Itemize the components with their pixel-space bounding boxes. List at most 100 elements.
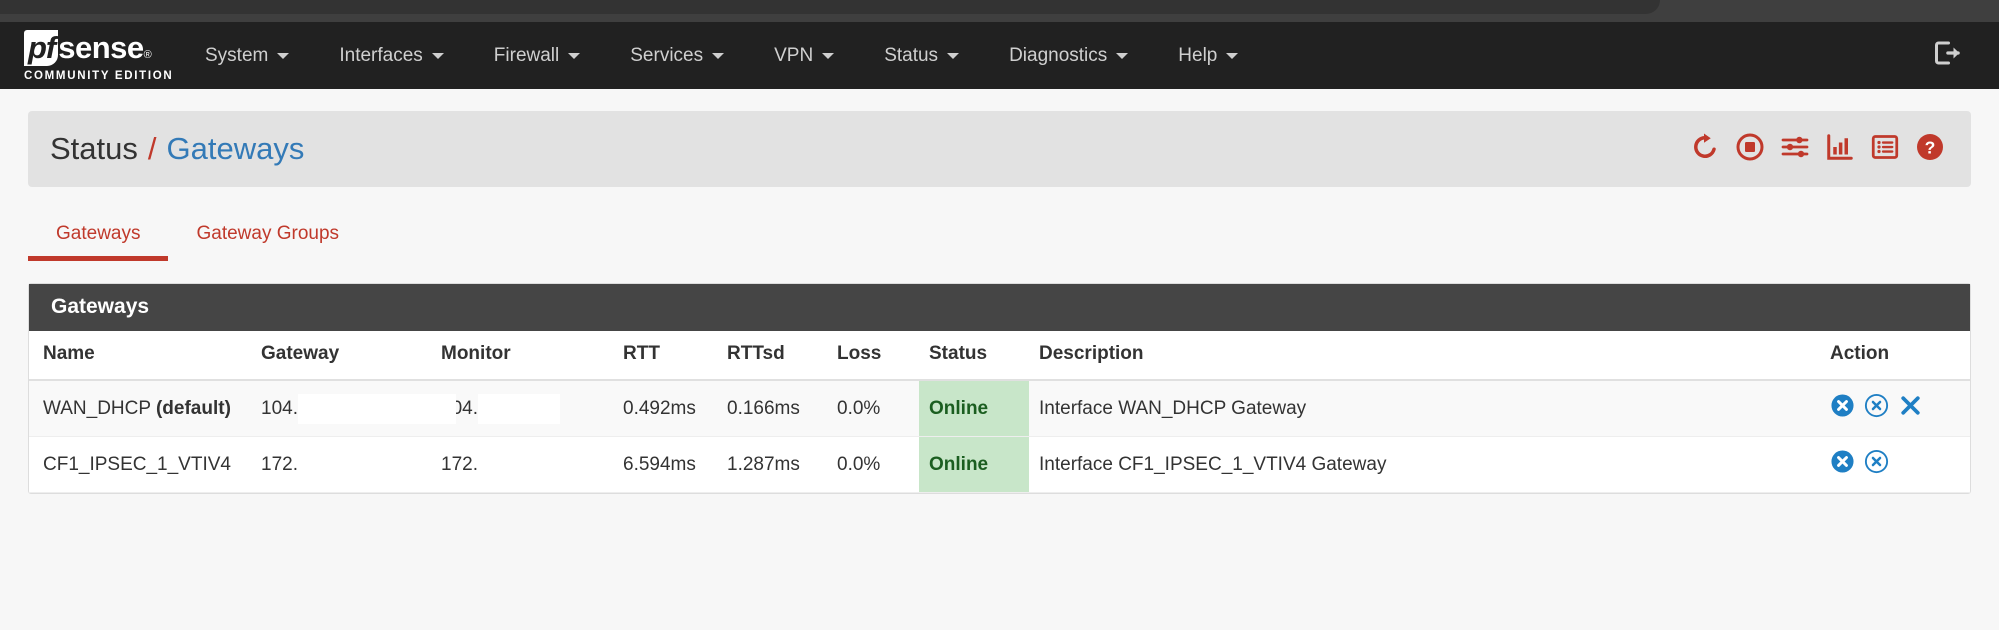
tab-label: Gateway Groups	[196, 223, 340, 244]
stop-icon[interactable]	[1735, 132, 1765, 167]
x-icon[interactable]	[1898, 393, 1923, 424]
browser-top-strip	[0, 0, 1999, 22]
cell-monitor: 172.	[431, 436, 613, 493]
nav-item-interfaces[interactable]: Interfaces	[314, 22, 468, 89]
nav-item-vpn[interactable]: VPN	[749, 22, 859, 89]
pfsense-wordmark: pf sense ®	[24, 29, 152, 66]
column-header-monitor: Monitor	[431, 331, 613, 381]
cell-rtt: 6.594ms	[613, 436, 717, 493]
redaction-box	[477, 449, 486, 480]
pfsense-logo[interactable]: pf sense ® COMMUNITY EDITION	[0, 29, 180, 82]
logo-sense-text: sense	[58, 29, 144, 65]
breadcrumb-current[interactable]: Gateways	[166, 131, 305, 166]
cell-rttsd: 0.166ms	[717, 380, 827, 437]
gateway-ip: 104.	[261, 397, 298, 419]
cell-description: Interface CF1_IPSEC_1_VTIV4 Gateway	[1029, 436, 1820, 493]
gateways-table: Name Gateway Monitor RTT RTTsd Loss Stat…	[29, 331, 1970, 493]
gateway-ip: 172.	[261, 453, 298, 475]
navbar-menu: System Interfaces Firewall Services VPN …	[180, 22, 1931, 89]
nav-item-diagnostics[interactable]: Diagnostics	[984, 22, 1153, 89]
list-icon[interactable]	[1870, 132, 1900, 167]
nav-item-label: VPN	[774, 44, 814, 66]
column-header-loss: Loss	[827, 331, 919, 381]
help-circle-icon[interactable]: ?	[1915, 132, 1945, 167]
column-header-name: Name	[29, 331, 251, 381]
nav-item-label: Diagnostics	[1009, 44, 1108, 66]
nav-item-system[interactable]: System	[180, 22, 314, 89]
chevron-down-icon	[431, 52, 444, 59]
chevron-down-icon	[277, 52, 290, 59]
tab-gateway-groups[interactable]: Gateway Groups	[168, 223, 367, 261]
nav-item-label: Services	[630, 44, 704, 66]
table-row[interactable]: CF1_IPSEC_1_VTIV4 172. 172. 6.594ms	[29, 436, 1970, 493]
cell-loss: 0.0%	[827, 380, 919, 437]
cell-monitor: 104.	[431, 380, 613, 437]
gateway-name: CF1_IPSEC_1_VTIV4	[43, 453, 231, 475]
nav-item-label: Status	[884, 44, 939, 66]
cell-name: WAN_DHCP (default)	[29, 380, 251, 437]
column-header-action: Action	[1820, 331, 1970, 381]
column-header-gateway: Gateway	[251, 331, 431, 381]
chevron-down-icon	[1226, 52, 1239, 59]
sliders-icon[interactable]	[1780, 132, 1810, 167]
circle-x-outline-icon[interactable]	[1864, 393, 1889, 424]
cell-gateway: 104.	[251, 380, 456, 437]
circle-x-filled-icon[interactable]	[1830, 393, 1855, 424]
circle-x-filled-icon[interactable]	[1830, 449, 1855, 480]
main-navbar: pf sense ® COMMUNITY EDITION System Inte…	[0, 22, 1999, 89]
row-actions	[1830, 393, 1960, 424]
tab-gateways[interactable]: Gateways	[28, 223, 169, 261]
breadcrumb: Status / Gateways	[50, 131, 1690, 167]
breadcrumb-root: Status	[50, 131, 138, 166]
table-head: Name Gateway Monitor RTT RTTsd Loss Stat…	[29, 331, 1970, 381]
chevron-down-icon	[712, 52, 725, 59]
nav-item-label: Firewall	[493, 44, 560, 66]
circle-x-outline-icon[interactable]	[1864, 449, 1889, 480]
nav-item-firewall[interactable]: Firewall	[469, 22, 605, 89]
cell-name: CF1_IPSEC_1_VTIV4	[29, 436, 251, 493]
logo-registered-mark: ®	[143, 48, 152, 61]
status-badge: Online	[919, 380, 1029, 437]
browser-tab-shape	[0, 0, 1660, 14]
gateway-name: WAN_DHCP	[43, 397, 151, 419]
panel-heading: Gateways	[29, 284, 1970, 331]
gateways-panel: Gateways Name Gateway Monitor RTT RTTsd …	[28, 283, 1971, 494]
table-row[interactable]: WAN_DHCP (default) 104. 104. 0.492ms	[29, 380, 1970, 437]
redaction-box	[477, 393, 560, 424]
nav-item-services[interactable]: Services	[605, 22, 749, 89]
tab-bar: Gateways Gateway Groups	[28, 223, 1971, 261]
row-actions	[1830, 449, 1960, 480]
status-badge: Online	[919, 436, 1029, 493]
cell-gateway: 172.	[251, 436, 431, 493]
chevron-down-icon	[568, 52, 581, 59]
chevron-down-icon	[947, 52, 960, 59]
page-header-card: Status / Gateways	[28, 111, 1971, 187]
cell-loss: 0.0%	[827, 436, 919, 493]
cell-rttsd: 1.287ms	[717, 436, 827, 493]
refresh-icon[interactable]	[1690, 132, 1720, 167]
column-header-status: Status	[919, 331, 1029, 381]
chevron-down-icon	[1116, 52, 1129, 59]
cell-rtt: 0.492ms	[613, 380, 717, 437]
column-header-description: Description	[1029, 331, 1820, 381]
bar-chart-icon[interactable]	[1825, 132, 1855, 167]
redaction-box	[297, 449, 306, 480]
chevron-down-icon	[822, 52, 835, 59]
monitor-ip: 172.	[441, 453, 478, 475]
nav-item-help[interactable]: Help	[1153, 22, 1263, 89]
navbar-right	[1931, 38, 1975, 73]
svg-text:?: ?	[1925, 137, 1936, 157]
redaction-box	[297, 393, 456, 424]
cell-description: Interface WAN_DHCP Gateway	[1029, 380, 1820, 437]
table-body: WAN_DHCP (default) 104. 104. 0.492ms	[29, 380, 1970, 493]
logout-icon[interactable]	[1931, 38, 1961, 73]
nav-item-label: System	[205, 44, 269, 66]
nav-item-label: Interfaces	[339, 44, 423, 66]
breadcrumb-separator: /	[147, 131, 157, 166]
cell-action	[1820, 436, 1970, 493]
logo-pf-mark: pf	[24, 29, 59, 66]
page-header-actions: ?	[1690, 132, 1945, 167]
nav-item-label: Help	[1178, 44, 1218, 66]
table-header-row: Name Gateway Monitor RTT RTTsd Loss Stat…	[29, 331, 1970, 381]
nav-item-status[interactable]: Status	[859, 22, 984, 89]
